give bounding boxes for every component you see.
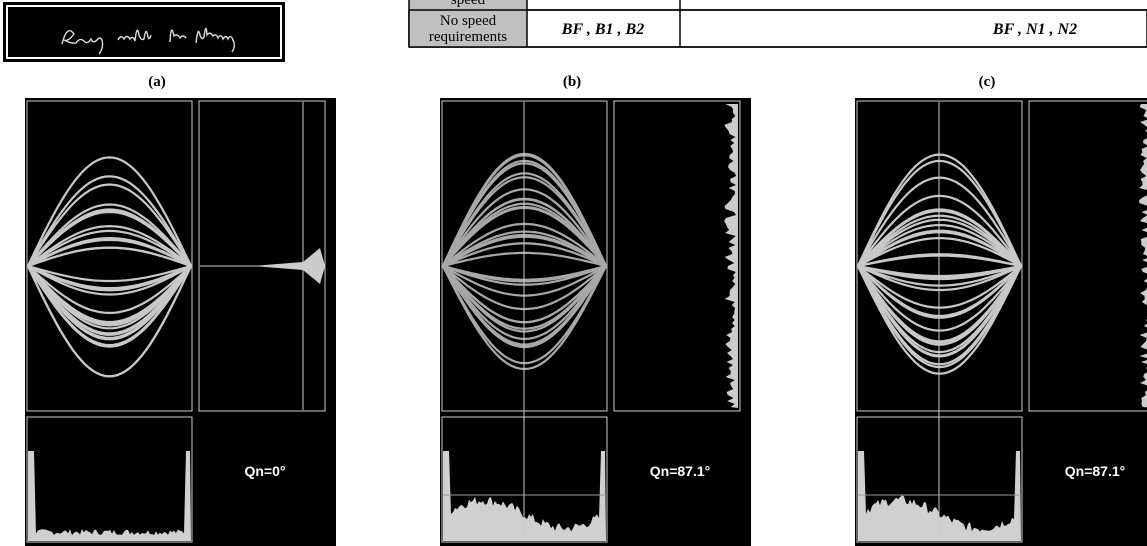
sinogram-curve: [27, 265, 192, 378]
panel-label: (c): [979, 74, 996, 90]
sinogram-curve: [27, 265, 192, 341]
angle-annotation: Qn=87.1°: [1065, 463, 1125, 479]
histogram-area: [858, 451, 1021, 541]
panel-background: [440, 98, 751, 546]
panel: (c) Qn=87.1°: [855, 74, 1147, 546]
angle-annotation: Qn=87.1°: [650, 463, 710, 479]
sinogram-curve: [27, 203, 192, 267]
profile-curve: [1139, 104, 1147, 408]
sinogram-curve: [27, 246, 192, 268]
handwriting-stroke: [61, 27, 235, 55]
histogram-area: [28, 451, 191, 541]
histogram-area: [443, 451, 606, 541]
sinogram-curve: [27, 264, 192, 283]
panel-background: [855, 98, 1147, 546]
table-cell-box: No speed requirements: [428, 13, 508, 45]
table: speed No speed requirements BF , B1 , B2…: [408, 0, 1147, 48]
panel: (a) Qn=0°: [25, 74, 336, 546]
profile-peak: [253, 248, 325, 284]
header-column: [409, 0, 527, 47]
sinogram-curve: [27, 224, 192, 267]
sinogram-curve: [27, 208, 192, 267]
sinogram-curve: [27, 175, 192, 267]
profile-frame: [613, 100, 741, 412]
profile-curve: [724, 104, 738, 408]
sinogram-curve: [27, 156, 192, 267]
panel: (b) Qn=87.1°: [440, 74, 751, 546]
sinogram-curve: [27, 265, 192, 348]
panel-label: (a): [148, 74, 166, 90]
sinogram-curve: [27, 265, 192, 335]
table-cell: BF , N1 , N2: [992, 21, 1077, 38]
handwriting-frame: [6, 5, 282, 59]
table-cell: BF , B1 , B2: [561, 21, 644, 38]
sinogram-curve: [27, 238, 192, 267]
table-cell: No speed requirements: [428, 13, 508, 45]
sinogram-curve: [27, 265, 192, 315]
profile-frame: [198, 100, 326, 412]
sinogram-curve: [27, 183, 192, 267]
angle-annotation: Qn=0°: [244, 463, 285, 479]
histogram-frame: [26, 416, 193, 543]
handwriting-image: [3, 2, 285, 62]
profile-frame: [1028, 100, 1147, 412]
table-cell: speed: [451, 0, 486, 8]
panel-label: (b): [563, 74, 581, 90]
sinogram-curve: [27, 265, 192, 292]
sinogram-frame: [26, 100, 193, 412]
sinogram-curve: [27, 265, 192, 325]
sinogram-curve: [27, 229, 192, 267]
sinogram-curve: [27, 265, 192, 296]
